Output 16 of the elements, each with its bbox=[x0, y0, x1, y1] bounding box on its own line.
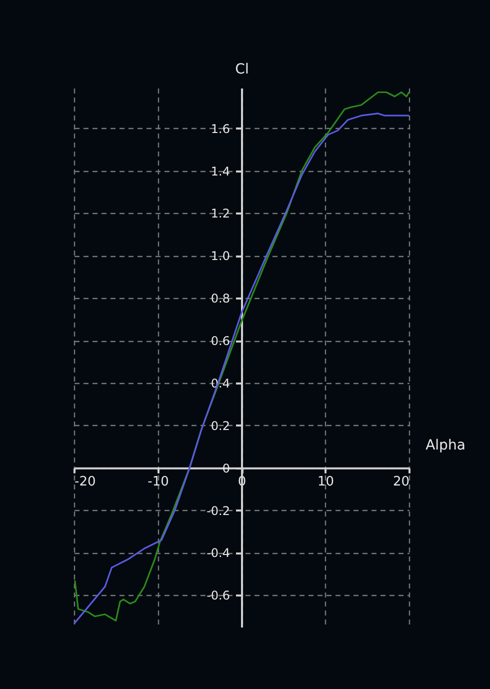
x-tick-label: -10 bbox=[148, 474, 169, 490]
y-tick-label: 1.4 bbox=[210, 164, 230, 178]
y-tick-label: -0.4 bbox=[206, 546, 230, 560]
y-tick-label: -0.6 bbox=[206, 588, 230, 603]
y-axis-title: Cl bbox=[235, 62, 249, 78]
y-tick-label: 1.6 bbox=[210, 122, 230, 136]
x-axis-title: Alpha bbox=[426, 437, 466, 454]
x-tick-label: -20 bbox=[74, 474, 96, 490]
x-tick-label: 10 bbox=[317, 474, 334, 490]
y-tick-label: 1.2 bbox=[210, 206, 230, 221]
y-tick-label: 0.2 bbox=[210, 418, 230, 433]
y-tick-label: 0.8 bbox=[210, 292, 230, 306]
y-tick-label: 1.0 bbox=[210, 249, 230, 264]
x-tick-label: 20 bbox=[392, 474, 410, 490]
y-tick-label: -0.2 bbox=[206, 504, 230, 518]
y-tick-label: 0.6 bbox=[210, 334, 230, 348]
